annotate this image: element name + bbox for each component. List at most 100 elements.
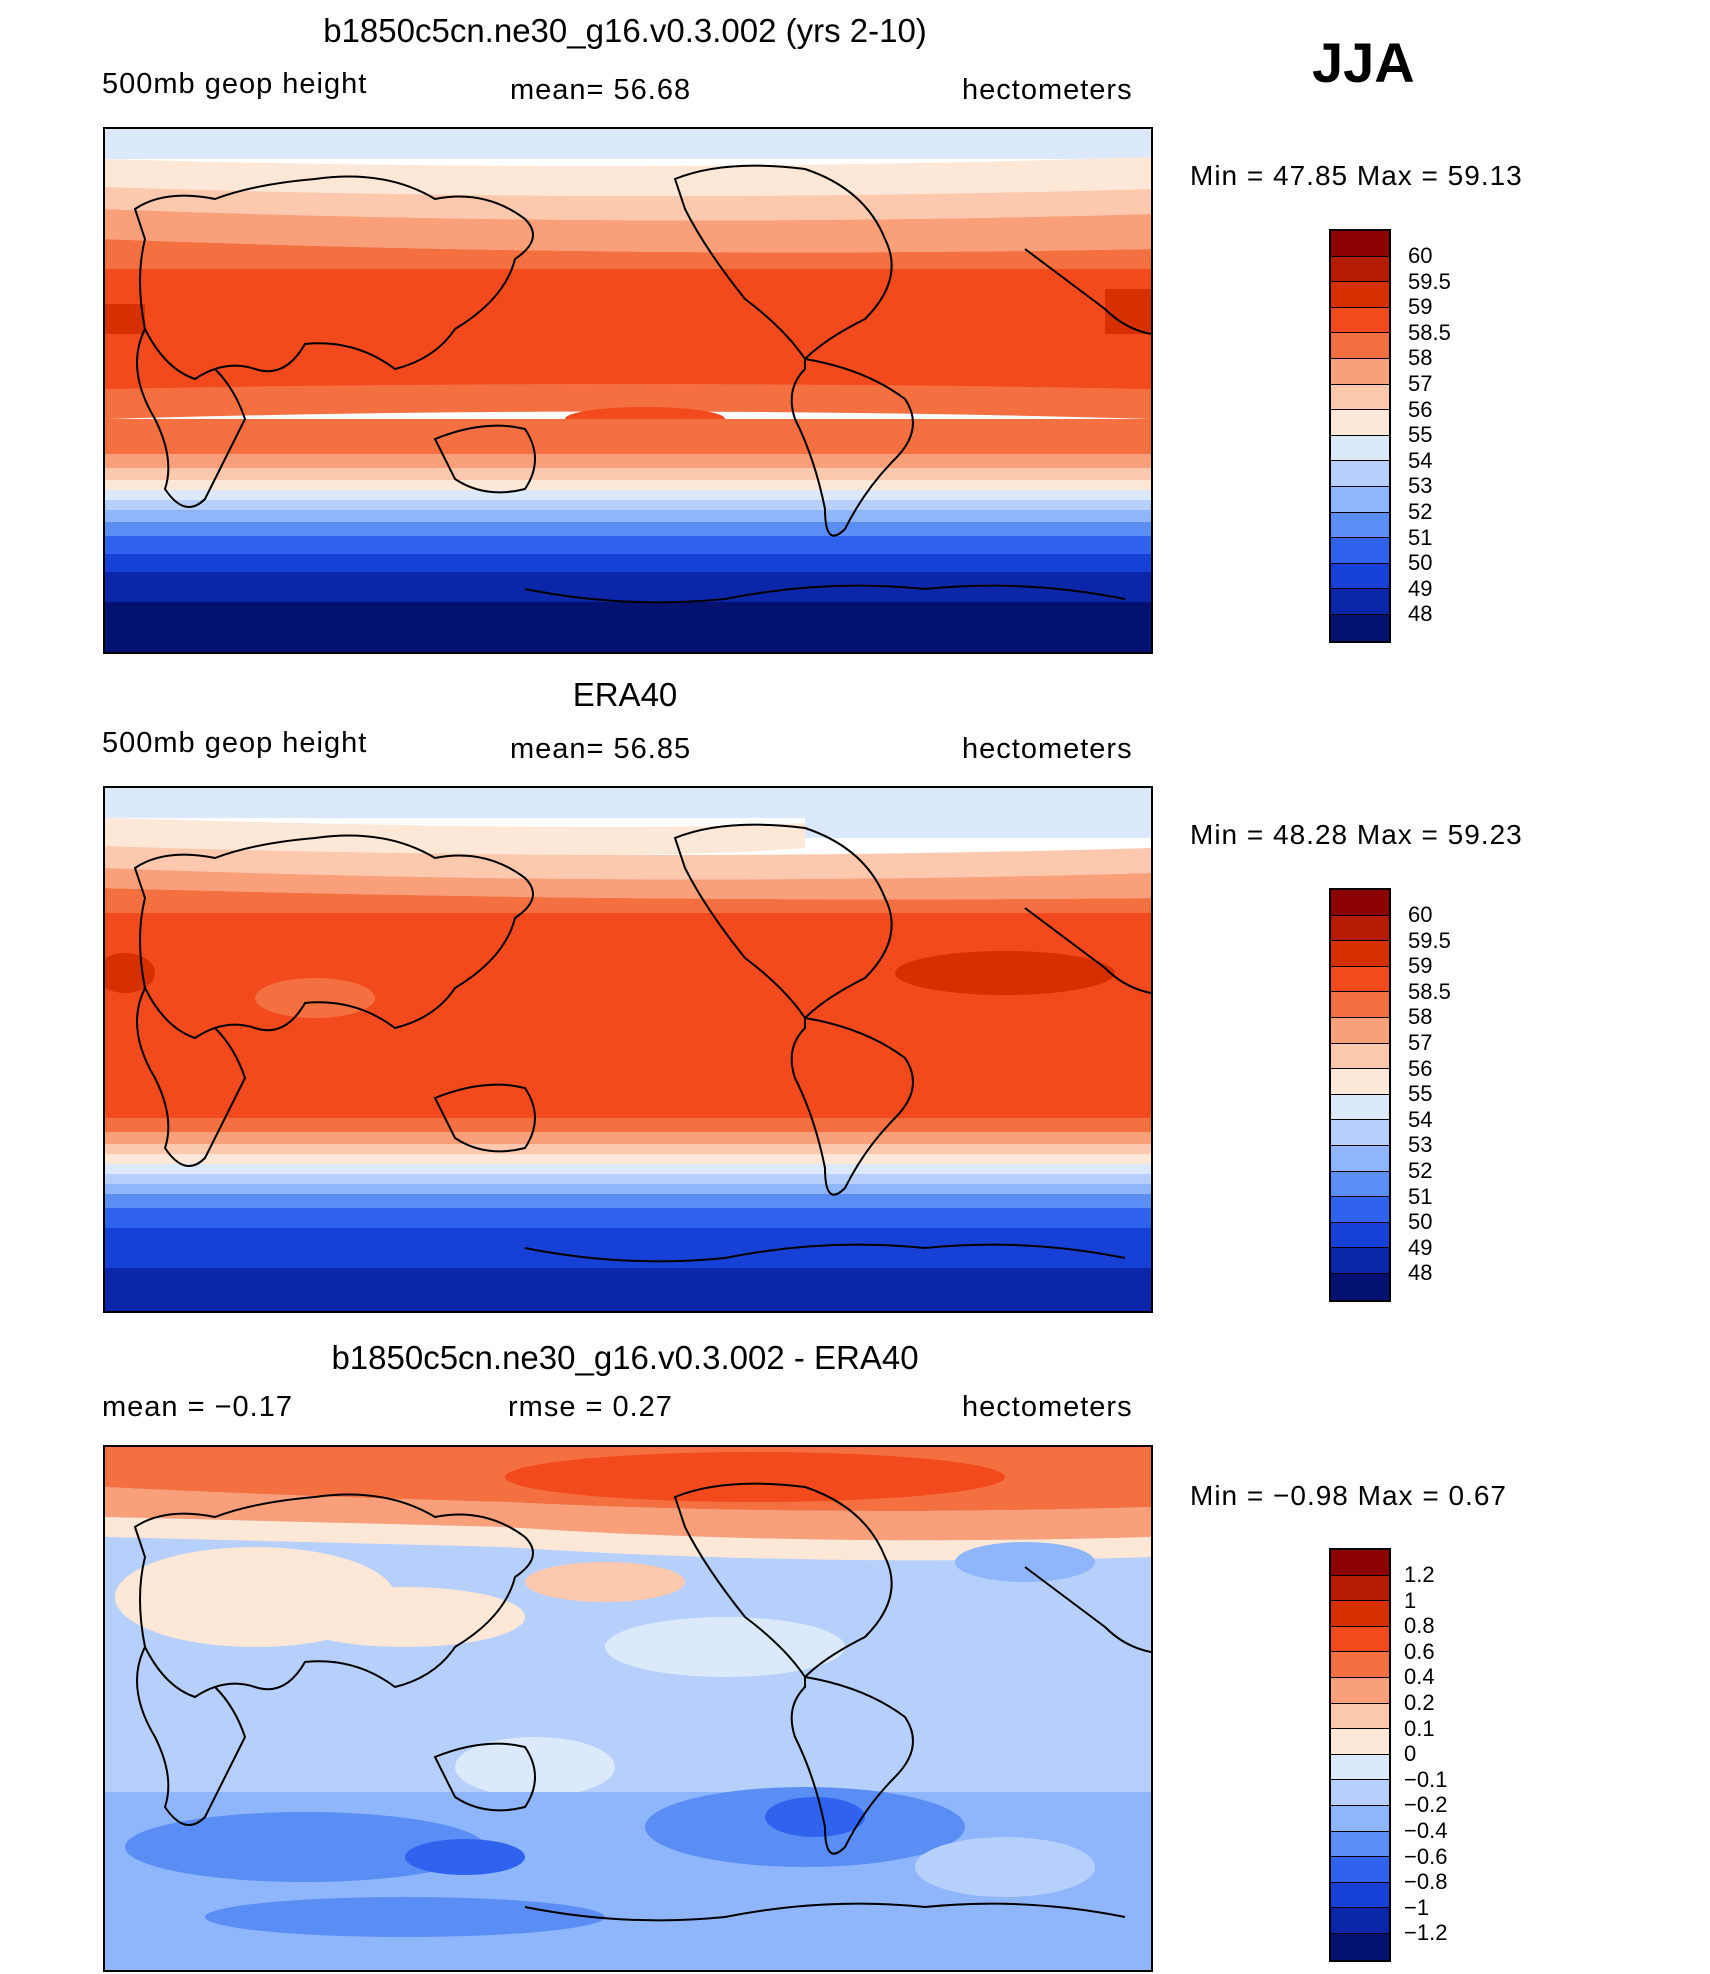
panel3-colorbar-labels: 1.2 1 0.8 0.6 0.4 0.2 0.1 0 −0.1 −0.2 −0.4 −0.6 −0.8… xyxy=(1404,1562,1447,1946)
colorbar-level-label: 56 xyxy=(1408,1055,1433,1081)
colorbar-level-label: 56 xyxy=(1408,396,1433,422)
panel1-field xyxy=(105,129,1151,652)
colorbar-swatch xyxy=(1331,358,1389,385)
panel3-title: b1850c5cn.ne30_g16.v0.3.002 - ERA40 xyxy=(331,1339,919,1376)
panel1-colorbar-labels: 60 59.5 59 58.5 58 57 56 55 54 53 52 51 50 49 48 xyxy=(1408,243,1451,627)
colorbar-swatch xyxy=(1331,1069,1389,1095)
colorbar-swatch xyxy=(1331,282,1389,308)
colorbar-swatch xyxy=(1331,563,1389,590)
colorbar-swatch xyxy=(1331,1273,1389,1300)
colorbar-swatch xyxy=(1331,512,1389,539)
colorbar-swatch xyxy=(1331,486,1389,513)
panel2-coastlines xyxy=(133,823,1151,1263)
season-label: JJA xyxy=(1312,31,1415,94)
panel3-field xyxy=(105,1447,1151,1970)
colorbar-level-label: 53 xyxy=(1408,1132,1433,1158)
colorbar-level-label: 49 xyxy=(1408,575,1433,601)
colorbar-level-label: 58 xyxy=(1408,345,1433,371)
colorbar-level-label: −0.6 xyxy=(1404,1843,1448,1869)
colorbar-level-label: 50 xyxy=(1408,1209,1433,1235)
colorbar-swatch xyxy=(1331,915,1389,942)
colorbar-swatch xyxy=(1331,1933,1389,1960)
colorbar-swatch xyxy=(1331,1677,1389,1704)
colorbar-swatch xyxy=(1331,461,1389,487)
colorbar-swatch xyxy=(1331,1626,1389,1653)
colorbar-swatch xyxy=(1331,256,1389,283)
colorbar-swatch xyxy=(1331,410,1389,436)
colorbar-level-label: −1 xyxy=(1404,1894,1430,1920)
colorbar-level-label: 0 xyxy=(1404,1741,1417,1767)
colorbar-swatch xyxy=(1331,1171,1389,1198)
panel2-units: hectometers xyxy=(962,733,1133,765)
colorbar-swatch xyxy=(1331,384,1389,411)
colorbar-swatch xyxy=(1331,1575,1389,1602)
panel2-colorbar-labels: 60 59.5 59 58.5 58 57 56 55 54 53 52 51 50 49 48 xyxy=(1408,902,1451,1286)
colorbar-swatch xyxy=(1331,1094,1389,1121)
colorbar-swatch xyxy=(1331,538,1389,564)
colorbar-level-label: 58 xyxy=(1408,1004,1433,1030)
colorbar-level-label: 0.1 xyxy=(1404,1715,1435,1741)
colorbar-level-label: 59 xyxy=(1408,953,1433,979)
colorbar-level-label: 0.4 xyxy=(1404,1664,1435,1690)
colorbar-level-label: 52 xyxy=(1408,498,1433,524)
colorbar-level-label: 60 xyxy=(1408,902,1433,927)
colorbar-swatch xyxy=(1331,589,1389,615)
colorbar-level-label: 59.5 xyxy=(1408,268,1451,294)
panel3-minmax: Min = −0.98 Max = 0.67 xyxy=(1190,1480,1507,1511)
colorbar-swatch xyxy=(1331,890,1389,916)
colorbar-swatch xyxy=(1331,1754,1389,1781)
panel3-colorbar xyxy=(1329,1548,1391,1962)
colorbar-swatch xyxy=(1331,1882,1389,1909)
colorbar-level-label: −0.2 xyxy=(1404,1792,1448,1818)
colorbar-level-label: 58.5 xyxy=(1408,978,1451,1004)
panel1-colorbar xyxy=(1329,229,1391,643)
colorbar-level-label: 0.6 xyxy=(1404,1638,1435,1664)
colorbar-level-label: 53 xyxy=(1408,473,1433,499)
panel2-minmax: Min = 48.28 Max = 59.23 xyxy=(1190,819,1523,850)
colorbar-swatch xyxy=(1331,435,1389,462)
colorbar-swatch xyxy=(1331,1703,1389,1730)
panel3-units: hectometers xyxy=(962,1391,1133,1423)
colorbar-level-label: 57 xyxy=(1408,370,1433,396)
colorbar-swatch xyxy=(1331,1197,1389,1223)
panel2-colorbar xyxy=(1329,888,1391,1302)
panel2-mean: mean= 56.85 xyxy=(510,733,692,765)
colorbar-level-label: 54 xyxy=(1408,447,1433,473)
colorbar-swatch xyxy=(1331,1805,1389,1832)
colorbar-swatch xyxy=(1331,333,1389,359)
colorbar-swatch xyxy=(1331,992,1389,1018)
colorbar-level-label: −0.4 xyxy=(1404,1817,1448,1843)
colorbar-level-label: 0.2 xyxy=(1404,1689,1435,1715)
colorbar-swatch xyxy=(1331,1145,1389,1172)
colorbar-swatch xyxy=(1331,1908,1389,1934)
colorbar-level-label: 58.5 xyxy=(1408,319,1451,345)
colorbar-swatch xyxy=(1331,1729,1389,1755)
panel2-map xyxy=(103,786,1153,1313)
colorbar-level-label: 1 xyxy=(1404,1587,1417,1613)
colorbar-level-label: 57 xyxy=(1408,1029,1433,1055)
colorbar-swatch xyxy=(1331,1017,1389,1044)
panel3-map xyxy=(103,1445,1153,1972)
colorbar-level-label: 49 xyxy=(1408,1234,1433,1260)
colorbar-level-label: 1.2 xyxy=(1404,1562,1435,1587)
panel3-coastlines xyxy=(133,1482,1151,1922)
panel1-units: hectometers xyxy=(962,74,1133,106)
colorbar-swatch xyxy=(1331,1857,1389,1883)
colorbar-level-label: 59.5 xyxy=(1408,927,1451,953)
colorbar-level-label: 55 xyxy=(1408,422,1433,448)
colorbar-swatch xyxy=(1331,1222,1389,1249)
colorbar-level-label: 50 xyxy=(1408,550,1433,576)
colorbar-level-label: −0.8 xyxy=(1404,1869,1448,1895)
panel1-variable: 500mb geop height xyxy=(102,68,368,100)
colorbar-swatch xyxy=(1331,307,1389,334)
panel2-field xyxy=(105,788,1151,1311)
panel2-variable: 500mb geop height xyxy=(102,727,368,759)
colorbar-swatch xyxy=(1331,231,1389,257)
panel1-map xyxy=(103,127,1153,654)
panel1-title: b1850c5cn.ne30_g16.v0.3.002 (yrs 2-10) xyxy=(323,12,927,49)
colorbar-level-label: 51 xyxy=(1408,1183,1433,1209)
colorbar-swatch xyxy=(1331,1248,1389,1274)
panel1-coastlines xyxy=(133,164,1151,604)
colorbar-level-label: 60 xyxy=(1408,243,1433,268)
colorbar-swatch xyxy=(1331,1780,1389,1806)
